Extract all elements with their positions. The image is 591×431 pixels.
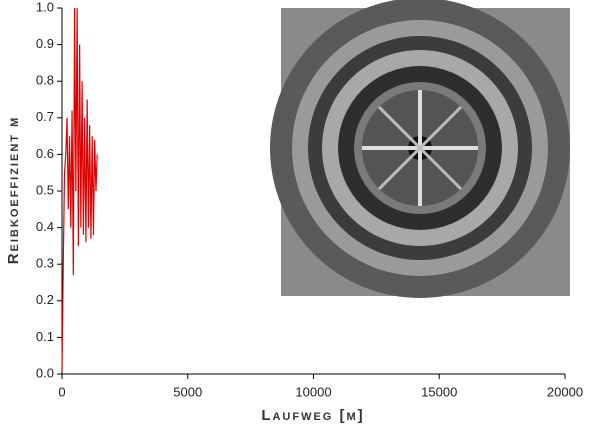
x-tick-label: 15000 bbox=[421, 384, 457, 399]
inset-photo bbox=[270, 0, 570, 298]
x-tick-label: 5000 bbox=[173, 384, 202, 399]
y-tick-label: 0.7 bbox=[36, 109, 54, 124]
y-tick-label: 0.8 bbox=[36, 73, 54, 88]
y-tick-label: 0.6 bbox=[36, 146, 54, 161]
y-tick-label: 0.9 bbox=[36, 36, 54, 51]
y-tick-label: 0.3 bbox=[36, 256, 54, 271]
x-tick-label: 10000 bbox=[295, 384, 331, 399]
data-line bbox=[61, 7, 98, 371]
y-axis-title: Reibkoeffizient μ bbox=[5, 116, 22, 265]
y-tick-label: 0.5 bbox=[36, 182, 54, 197]
y-tick-label: 0.4 bbox=[36, 219, 54, 234]
x-tick-label: 0 bbox=[58, 384, 65, 399]
x-tick-label: 20000 bbox=[547, 384, 583, 399]
y-tick-label: 0.2 bbox=[36, 292, 54, 307]
y-tick-label: 0.1 bbox=[36, 329, 54, 344]
y-tick-label: 1.0 bbox=[36, 0, 54, 14]
x-axis-title: Laufweg [m] bbox=[261, 407, 364, 424]
y-tick-label: 0.0 bbox=[36, 365, 54, 380]
